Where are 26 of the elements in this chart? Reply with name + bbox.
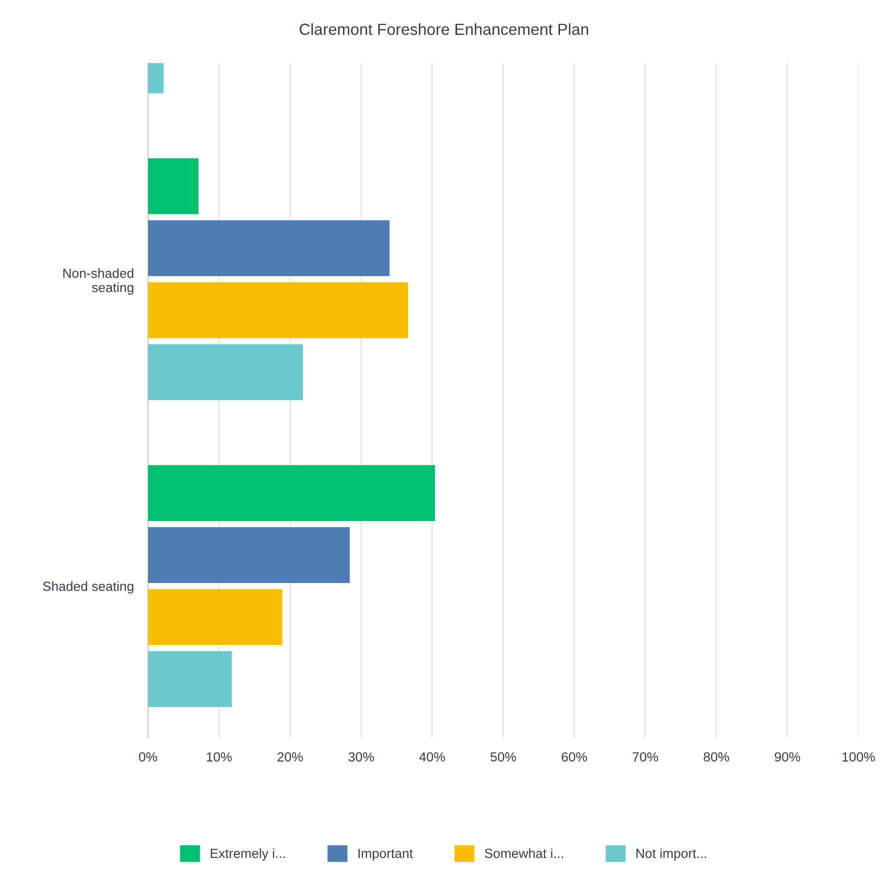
bar <box>148 220 390 276</box>
bar <box>148 282 408 338</box>
bar <box>148 651 232 707</box>
legend-label: Important <box>358 848 413 861</box>
x-tick-label: 70% <box>632 752 658 762</box>
x-tick-label: 100% <box>842 752 875 762</box>
y-tick-label: Non-shaded seating <box>63 268 134 295</box>
bar <box>148 158 198 214</box>
x-tick-label: 30% <box>348 752 374 762</box>
x-tick-label: 40% <box>419 752 445 762</box>
chart-title: Claremont Foreshore Enhancement Plan <box>300 23 588 35</box>
bar <box>148 465 436 522</box>
x-tick-label: 60% <box>562 752 588 762</box>
legend-label: Not import... <box>636 848 706 861</box>
bar <box>148 589 282 646</box>
legend-label: Somewhat i... <box>484 848 563 858</box>
y-tick-label: Shaded seating <box>43 581 134 594</box>
x-tick-label: 10% <box>206 752 232 762</box>
x-tick-label: 0% <box>139 752 158 762</box>
x-tick-label: 90% <box>774 752 800 762</box>
bar <box>148 344 303 400</box>
legend-label: Extremely i... <box>210 848 285 861</box>
x-tick-label: 50% <box>490 752 516 762</box>
x-tick-label: 20% <box>278 752 303 762</box>
x-tick-label: 80% <box>704 752 730 762</box>
bar <box>148 527 350 584</box>
